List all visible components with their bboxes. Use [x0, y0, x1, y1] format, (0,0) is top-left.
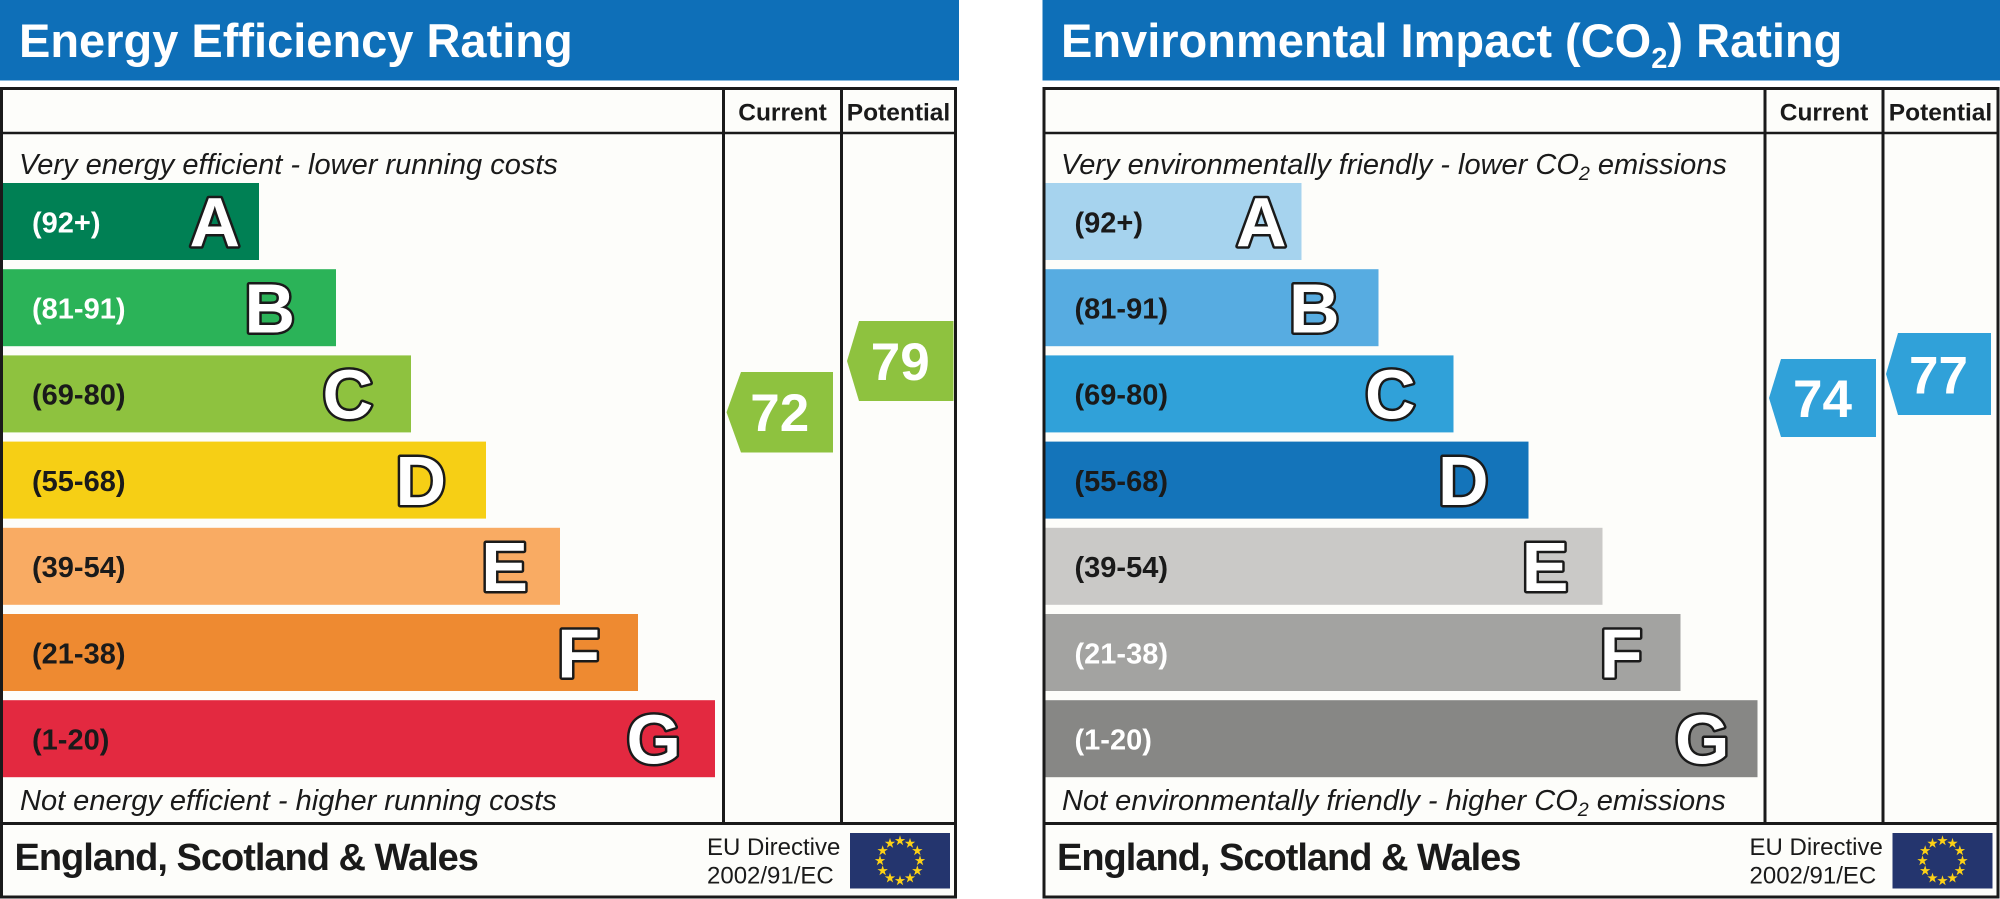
svg-text:D: D: [395, 442, 446, 520]
svg-text:Potential: Potential: [847, 100, 950, 127]
svg-text:F: F: [1600, 614, 1643, 692]
svg-text:C: C: [1365, 356, 1416, 434]
svg-text:(81-91): (81-91): [32, 294, 126, 326]
svg-text:C: C: [322, 356, 373, 434]
svg-text:EU Directive: EU Directive: [1750, 834, 1883, 861]
svg-text:Current: Current: [738, 100, 826, 127]
svg-text:England, Scotland & Wales: England, Scotland & Wales: [15, 837, 478, 879]
svg-text:A: A: [1236, 183, 1287, 261]
svg-text:2002/91/EC: 2002/91/EC: [1750, 863, 1877, 890]
svg-text:79: 79: [871, 333, 930, 392]
svg-text:(69-80): (69-80): [1075, 380, 1169, 412]
svg-text:EU Directive: EU Directive: [707, 834, 840, 861]
svg-text:Environmental Impact (CO2​) Ra: Environmental Impact (CO2​) Rating: [1061, 14, 1842, 75]
svg-text:B: B: [1289, 270, 1340, 348]
svg-text:(92+): (92+): [1075, 207, 1144, 239]
svg-text:Energy Efficiency Rating: Energy Efficiency Rating: [19, 14, 573, 67]
svg-text:72: 72: [750, 384, 809, 443]
svg-text:Not environmentally friendly -: Not environmentally friendly - higher CO…: [1062, 785, 1726, 821]
svg-text:Very energy efficient - lower: Very energy efficient - lower running co…: [19, 149, 558, 181]
svg-text:Very environmentally friendly: Very environmentally friendly - lower CO…: [1061, 149, 1727, 185]
svg-text:Current: Current: [1780, 100, 1868, 127]
svg-text:F: F: [557, 614, 600, 692]
svg-text:2002/91/EC: 2002/91/EC: [707, 863, 834, 890]
svg-text:(55-68): (55-68): [32, 466, 126, 498]
svg-text:G: G: [1675, 701, 1729, 779]
svg-text:(55-68): (55-68): [1075, 466, 1169, 498]
svg-text:77: 77: [1909, 347, 1968, 406]
svg-text:Not energy efficient - higher: Not energy efficient - higher running co…: [20, 785, 557, 817]
svg-text:(92+): (92+): [32, 207, 101, 239]
svg-text:(1-20): (1-20): [1075, 725, 1152, 757]
svg-text:(39-54): (39-54): [1075, 552, 1169, 584]
svg-text:D: D: [1438, 442, 1489, 520]
svg-text:(1-20): (1-20): [32, 725, 109, 757]
svg-text:E: E: [481, 528, 528, 606]
svg-text:(21-38): (21-38): [32, 638, 126, 670]
svg-text:74: 74: [1793, 370, 1852, 429]
svg-text:A: A: [189, 183, 240, 261]
svg-text:Potential: Potential: [1889, 100, 1992, 127]
svg-text:(39-54): (39-54): [32, 552, 126, 584]
svg-text:(69-80): (69-80): [32, 380, 126, 412]
svg-text:G: G: [627, 701, 681, 779]
svg-text:B: B: [244, 270, 295, 348]
svg-text:E: E: [1522, 528, 1569, 606]
svg-text:(81-91): (81-91): [1075, 294, 1169, 326]
svg-text:England, Scotland & Wales: England, Scotland & Wales: [1057, 837, 1520, 879]
svg-text:(21-38): (21-38): [1075, 638, 1169, 670]
